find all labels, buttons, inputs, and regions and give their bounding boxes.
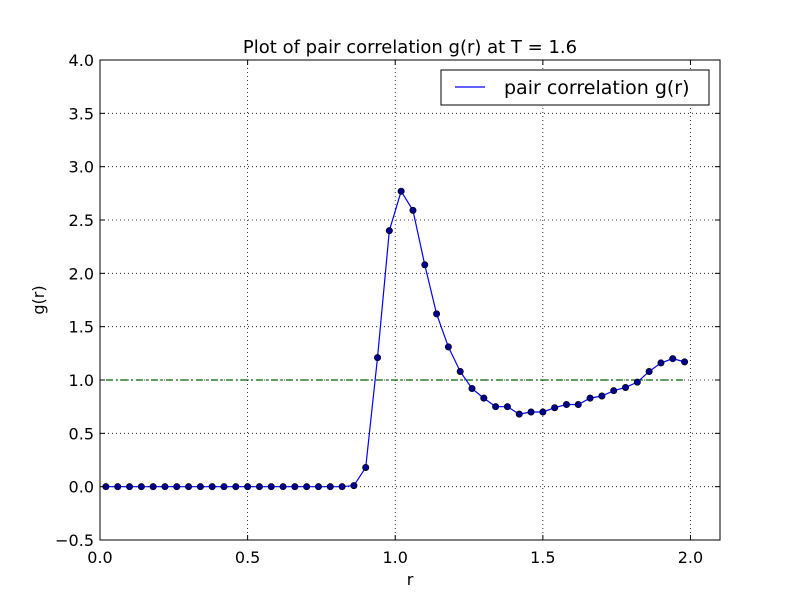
data-point — [362, 463, 370, 471]
data-point — [255, 483, 263, 491]
data-point — [562, 401, 570, 409]
data-point — [114, 483, 122, 491]
data-point — [196, 483, 204, 491]
legend: pair correlation g(r) — [440, 69, 710, 106]
y-tick-label: 1.0 — [69, 371, 94, 390]
data-point — [444, 343, 452, 351]
data-point — [232, 483, 240, 491]
data-point — [149, 483, 157, 491]
legend-label: pair correlation g(r) — [504, 77, 690, 99]
chart-title: Plot of pair correlation g(r) at T = 1.6 — [243, 37, 577, 58]
data-point — [456, 367, 464, 375]
y-tick-label: 0.0 — [69, 478, 94, 497]
y-tick-label: 1.5 — [69, 318, 94, 337]
y-tick-label: 3.0 — [69, 158, 94, 177]
x-tick-label: 1.0 — [383, 548, 408, 567]
data-point — [539, 408, 547, 416]
y-tick-label: 2.0 — [69, 264, 94, 283]
x-tick-label: 0.5 — [235, 548, 260, 567]
x-axis: 0.0 0.5 1.0 1.5 2.0 — [87, 60, 703, 567]
data-point — [645, 367, 653, 375]
data-point — [291, 483, 299, 491]
data-point — [374, 354, 382, 362]
data-point — [527, 408, 535, 416]
y-axis-label: g(r) — [29, 285, 48, 314]
legend-box — [440, 69, 710, 106]
data-point — [657, 359, 665, 367]
data-point — [173, 483, 181, 491]
data-point — [480, 394, 488, 402]
data-point — [468, 385, 476, 393]
data-point — [267, 483, 275, 491]
x-tick-label: 0.0 — [87, 548, 112, 567]
y-axis: −0.5 0.0 0.5 1.0 1.5 2.0 2.5 3.0 3.5 4.0 — [55, 51, 720, 550]
data-point — [598, 392, 606, 400]
data-point — [244, 483, 252, 491]
data-point — [681, 358, 689, 366]
y-tick-label: 4.0 — [69, 51, 94, 70]
data-point — [350, 482, 358, 490]
data-point — [433, 310, 441, 318]
data-point — [574, 401, 582, 409]
data-point — [515, 410, 523, 418]
data-point — [220, 483, 228, 491]
data-point — [551, 404, 559, 412]
data-point — [633, 378, 641, 386]
data-point — [492, 403, 500, 411]
data-point — [279, 483, 287, 491]
x-tick-label: 2.0 — [678, 548, 703, 567]
data-point — [303, 483, 311, 491]
data-point — [409, 206, 417, 214]
y-tick-label: 0.5 — [69, 424, 94, 443]
x-tick-label: 1.5 — [530, 548, 555, 567]
data-point — [385, 227, 393, 235]
data-point — [326, 483, 334, 491]
data-point — [503, 403, 511, 411]
data-point — [161, 483, 169, 491]
data-point — [137, 483, 145, 491]
data-point — [397, 187, 405, 195]
data-point — [126, 483, 134, 491]
data-point — [208, 483, 216, 491]
x-axis-label: r — [407, 570, 414, 589]
data-point — [421, 261, 429, 269]
data-point — [185, 483, 193, 491]
data-point — [622, 383, 630, 391]
y-tick-label: 3.5 — [69, 104, 94, 123]
plot-frame — [99, 59, 721, 541]
data-point — [338, 483, 346, 491]
data-point — [669, 355, 677, 363]
y-tick-label: −0.5 — [55, 531, 94, 550]
y-tick-label: 2.5 — [69, 211, 94, 230]
series-group — [102, 187, 689, 491]
data-point — [314, 483, 322, 491]
data-point — [610, 387, 618, 395]
data-point — [586, 394, 594, 402]
